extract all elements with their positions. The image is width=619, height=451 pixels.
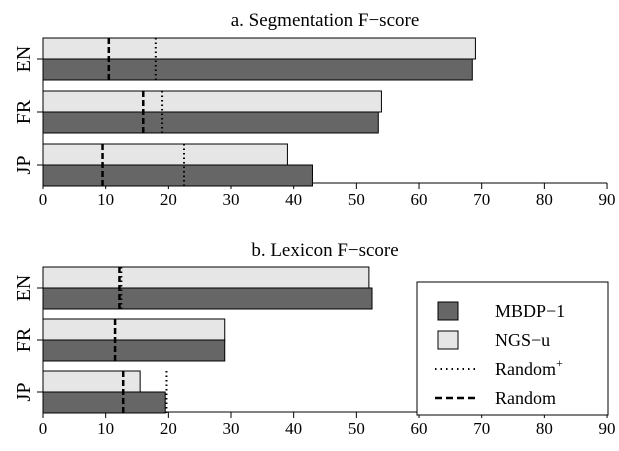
legend-swatch-0 <box>437 301 459 321</box>
x-tick-label: 70 <box>473 190 490 209</box>
x-tick-label: 0 <box>39 190 48 209</box>
x-tick-label: 80 <box>536 190 553 209</box>
legend: MBDP−1 NGS−u Random+ Random <box>416 281 609 416</box>
x-tick-label: 10 <box>97 190 114 209</box>
x-tick-label: 50 <box>348 419 365 438</box>
legend-swatch-1 <box>437 330 459 350</box>
bar-ngs-u-jp <box>42 370 141 393</box>
legend-label-2: Random+ <box>495 356 563 379</box>
category-label-fr: FR <box>13 327 35 352</box>
x-tick-label: 40 <box>285 419 302 438</box>
legend-label-0: MBDP−1 <box>495 301 565 321</box>
x-tick-label: 20 <box>160 419 177 438</box>
panel-lexicon: b. Lexicon F−score 0 10 20 30 40 50 60 70 80 90 EN F… <box>13 240 616 438</box>
chart-title: b. Lexicon F−score <box>251 240 398 261</box>
category-label-en: EN <box>13 275 35 302</box>
x-tick-label: 30 <box>223 419 240 438</box>
category-label-en: EN <box>13 46 35 73</box>
category-label-jp: JP <box>13 383 35 402</box>
bar-mbdp-1-en <box>42 58 473 81</box>
bar-ngs-u-fr <box>42 318 226 341</box>
bar-ngs-u-en <box>42 266 370 289</box>
bar-mbdp-1-jp <box>42 164 313 187</box>
legend-label-sup: + <box>556 356 563 370</box>
legend-label-3: Random <box>495 388 556 408</box>
bar-mbdp-1-en <box>42 287 373 310</box>
x-tick-label: 50 <box>348 190 365 209</box>
x-tick-label: 30 <box>223 190 240 209</box>
x-tick-label: 0 <box>39 419 48 438</box>
x-tick-label: 60 <box>411 419 428 438</box>
bar-ngs-u-fr <box>42 90 382 113</box>
x-tick-label: 20 <box>160 190 177 209</box>
x-tick-label: 90 <box>599 190 616 209</box>
category-label-jp: JP <box>13 156 35 175</box>
bar-mbdp-1-fr <box>42 339 226 362</box>
legend-label-1: NGS−u <box>495 330 550 350</box>
x-tick-label: 60 <box>411 190 428 209</box>
panel-segmentation: a. Segmentation F−score 0 10 20 30 40 50 60 70 80… <box>13 10 616 209</box>
chart-title: a. Segmentation F−score <box>231 10 420 31</box>
category-label-fr: FR <box>13 99 35 124</box>
x-tick-label: 40 <box>285 190 302 209</box>
x-tick-label: 70 <box>473 419 490 438</box>
x-tick-label: 80 <box>536 419 553 438</box>
bar-mbdp-1-fr <box>42 111 379 134</box>
x-tick-label: 10 <box>97 419 114 438</box>
x-tick-label: 90 <box>599 419 616 438</box>
bar-mbdp-1-jp <box>42 391 166 414</box>
bar-ngs-u-jp <box>42 143 288 166</box>
